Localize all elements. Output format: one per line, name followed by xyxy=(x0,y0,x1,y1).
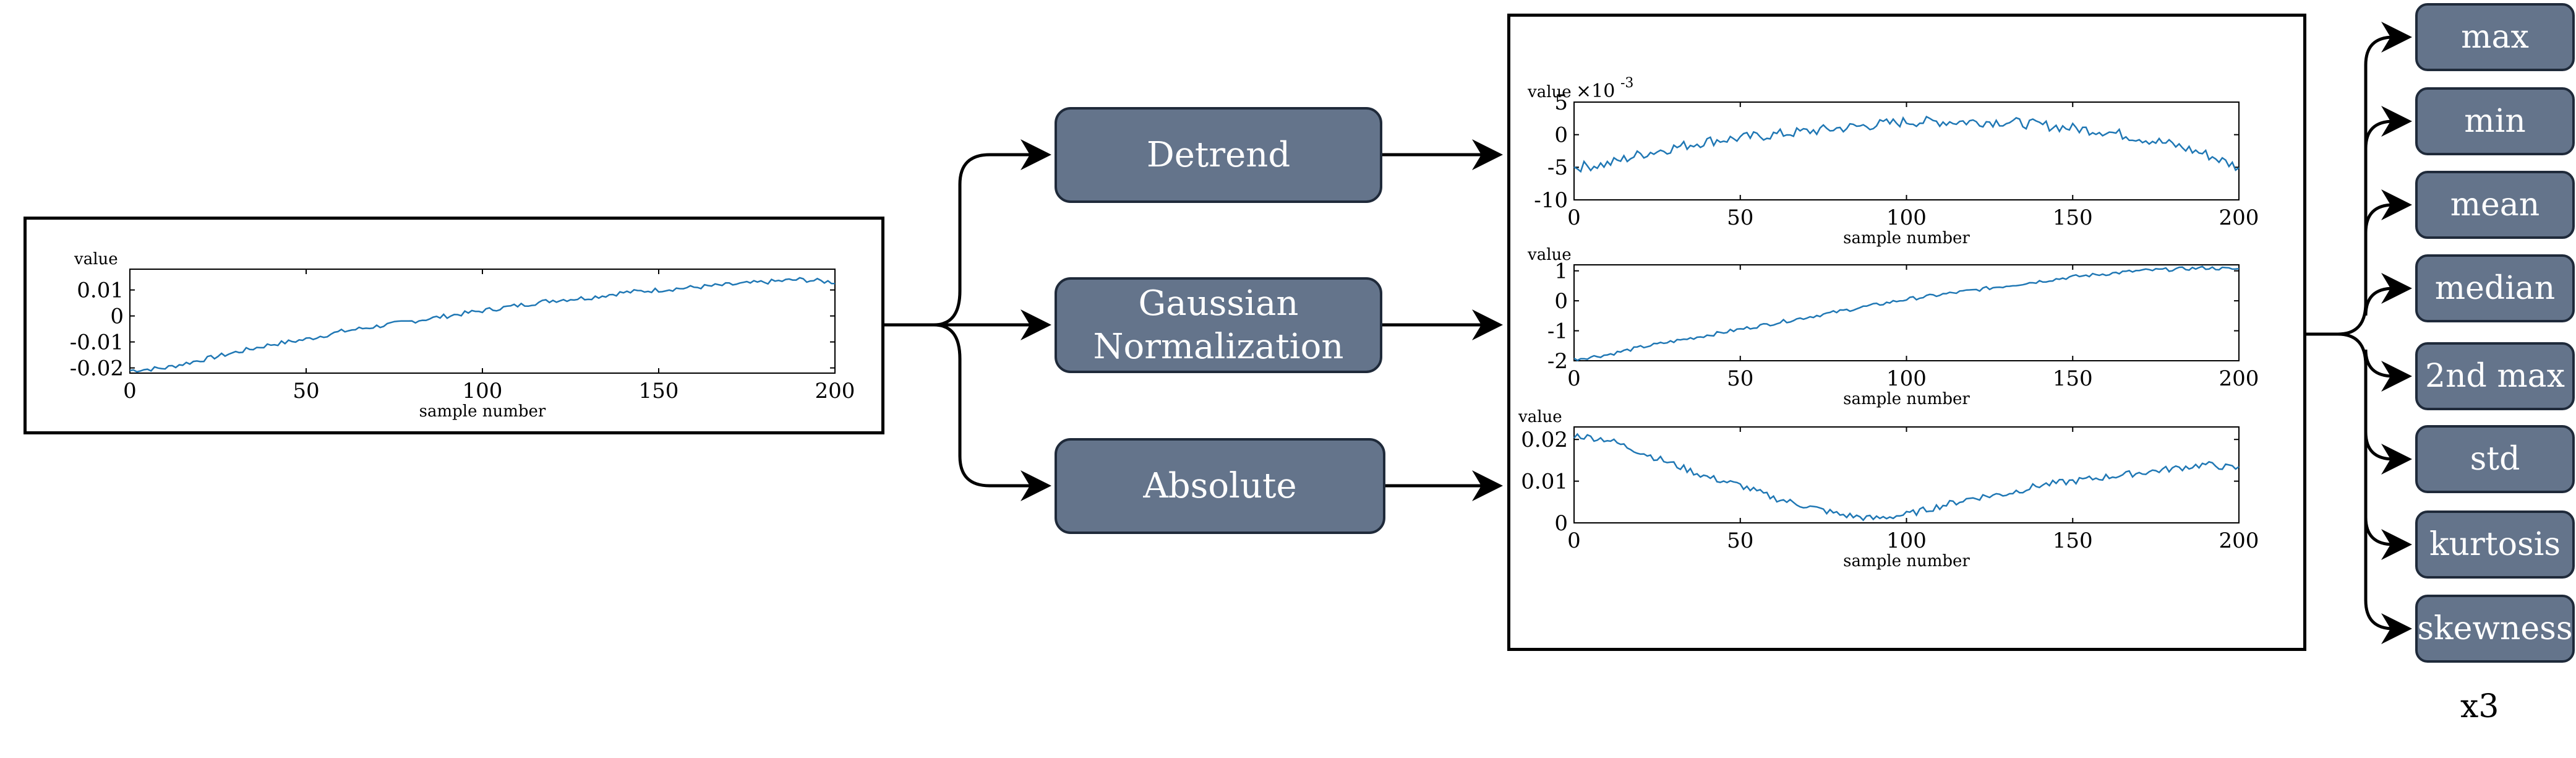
arrow-to-min xyxy=(2364,106,2412,149)
absolute-box: Absolute xyxy=(1055,438,1385,534)
detrend-box: Detrend xyxy=(1055,107,1382,203)
gaussian-normalization-label-line2: Normalization xyxy=(1093,326,1344,367)
feature-max-label: max xyxy=(2461,19,2529,56)
detrend-label: Detrend xyxy=(1146,134,1291,175)
arrow-input-to-detrend xyxy=(933,139,1051,327)
arrow-to-median xyxy=(2364,273,2412,316)
gaussian-normalization-box: Gaussian Normalization xyxy=(1055,277,1382,373)
absolute-label: Absolute xyxy=(1143,465,1297,506)
input-signal-panel xyxy=(24,217,884,434)
feature-2nd-max-box: 2nd max xyxy=(2415,342,2575,410)
feature-min-label: min xyxy=(2464,103,2526,140)
arrow-to-std xyxy=(2364,431,2412,475)
feature-skewness-label: skewness xyxy=(2417,610,2573,647)
arrow-input-to-absolute xyxy=(933,323,1051,501)
arrow-to-skewness xyxy=(2337,332,2412,644)
arrow-to-mean xyxy=(2364,189,2412,233)
feature-max-box: max xyxy=(2415,3,2575,71)
feature-median-label: median xyxy=(2434,270,2556,307)
feature-std-box: std xyxy=(2415,425,2575,493)
feature-skewness-box: skewness xyxy=(2415,595,2575,663)
feature-kurtosis-box: kurtosis xyxy=(2415,510,2575,579)
feature-median-box: median xyxy=(2415,254,2575,322)
feature-kurtosis-label: kurtosis xyxy=(2429,526,2561,563)
gaussian-normalization-label-line1: Gaussian xyxy=(1138,283,1299,324)
multiplier-label: x3 xyxy=(2460,688,2499,725)
arrow-to-kurtosis xyxy=(2364,517,2412,560)
processed-signals-panel xyxy=(1507,14,2306,651)
feature-2nd-max-label: 2nd max xyxy=(2424,358,2565,395)
arrow-to-max xyxy=(2337,22,2412,336)
arrow-to-2nd-max xyxy=(2364,349,2412,392)
feature-mean-label: mean xyxy=(2450,186,2540,223)
feature-mean-box: mean xyxy=(2415,171,2575,239)
feature-std-label: std xyxy=(2470,441,2520,478)
feature-min-box: min xyxy=(2415,87,2575,155)
